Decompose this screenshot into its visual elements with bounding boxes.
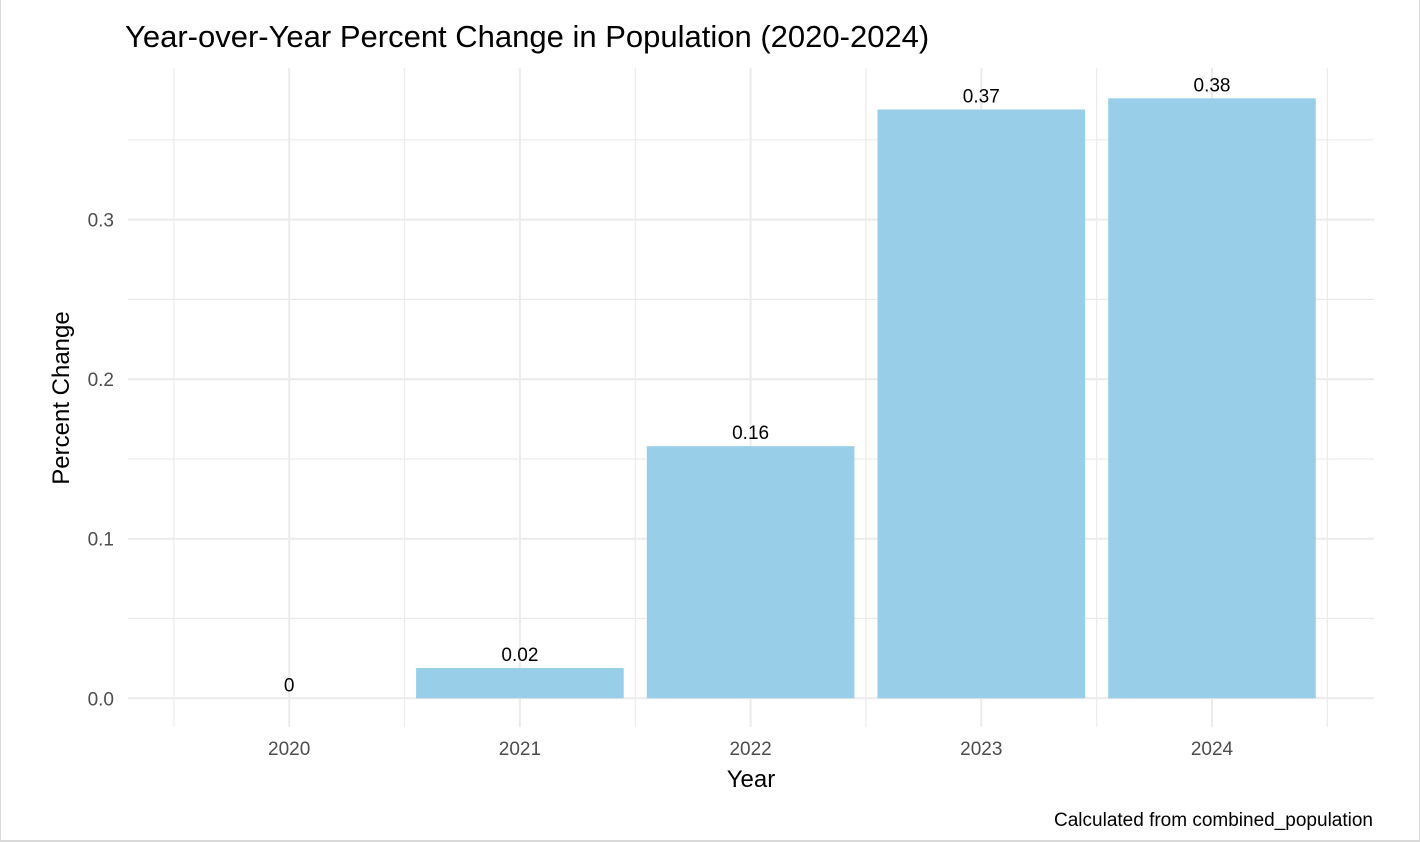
y-tick-label: 0.2 [88, 370, 114, 391]
data-labels: 0 0.02 0.16 0.37 0.38 [284, 75, 1231, 696]
bar-2024 [1108, 98, 1316, 699]
data-label-2023: 0.37 [963, 86, 1000, 107]
data-label-2022: 0.16 [732, 423, 769, 444]
x-tick-label: 2021 [499, 739, 541, 760]
data-label-2020: 0 [284, 675, 295, 696]
x-axis-title: Year [727, 766, 776, 793]
x-tick-label: 2024 [1191, 739, 1234, 760]
bar-2021 [416, 667, 624, 699]
y-tick-label: 0.3 [88, 211, 114, 232]
bars [416, 98, 1316, 699]
data-label-2024: 0.38 [1194, 75, 1231, 96]
y-axis-ticks: 0.0 0.1 0.2 0.3 [88, 211, 114, 711]
y-tick-label: 0.1 [88, 530, 114, 551]
x-tick-label: 2022 [729, 739, 771, 760]
x-tick-label: 2023 [960, 739, 1002, 760]
y-tick-label: 0.0 [88, 689, 114, 710]
chart-title: Year-over-Year Percent Change in Populat… [125, 19, 929, 54]
data-label-2021: 0.02 [501, 645, 538, 666]
x-axis-ticks: 2020 2021 2022 2023 2024 [268, 739, 1234, 760]
chart-caption: Calculated from combined_population [1054, 810, 1373, 831]
bar-2023 [877, 109, 1086, 699]
x-tick-label: 2020 [268, 739, 310, 760]
y-axis-title: Percent Change [48, 311, 75, 484]
bar-2022 [646, 446, 855, 699]
